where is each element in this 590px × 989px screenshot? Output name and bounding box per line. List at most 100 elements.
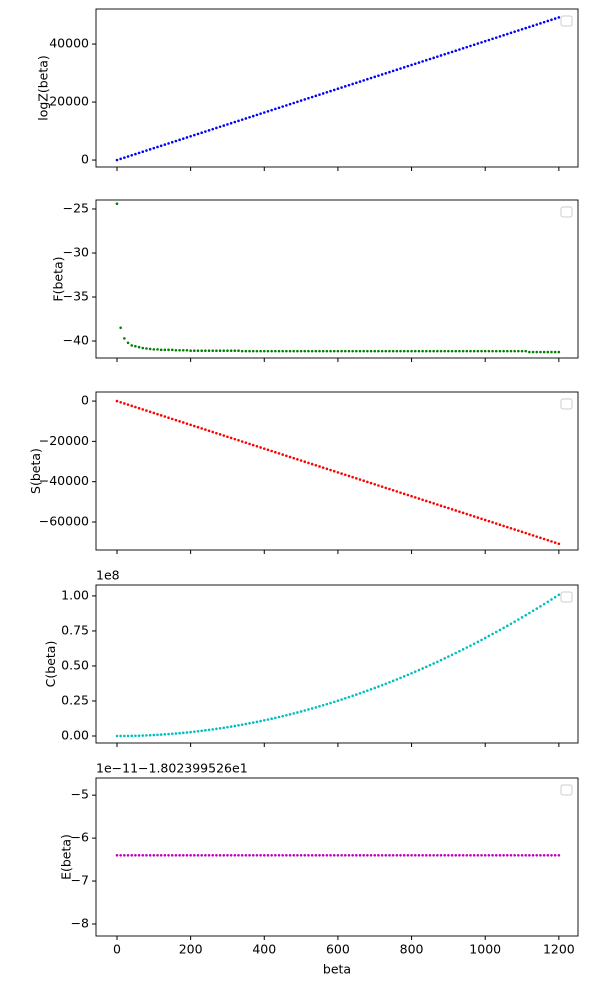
point bbox=[233, 437, 237, 441]
point bbox=[185, 422, 189, 425]
point bbox=[550, 598, 553, 601]
point bbox=[329, 468, 332, 472]
point bbox=[115, 853, 119, 857]
point bbox=[343, 85, 347, 88]
point bbox=[557, 16, 561, 19]
point bbox=[491, 521, 494, 524]
point bbox=[233, 349, 237, 352]
point bbox=[550, 540, 553, 543]
point bbox=[211, 127, 215, 131]
point bbox=[119, 326, 122, 330]
point bbox=[318, 853, 321, 857]
point bbox=[189, 853, 192, 857]
point bbox=[170, 732, 174, 736]
point bbox=[255, 113, 259, 117]
point bbox=[296, 100, 299, 104]
point bbox=[226, 435, 229, 439]
point bbox=[520, 853, 524, 857]
point bbox=[461, 648, 465, 651]
point bbox=[321, 703, 325, 707]
point bbox=[277, 452, 281, 455]
point bbox=[476, 42, 480, 45]
point bbox=[303, 349, 307, 353]
point bbox=[336, 853, 340, 857]
point bbox=[141, 150, 145, 154]
point bbox=[535, 535, 539, 538]
point bbox=[358, 853, 362, 857]
point bbox=[413, 496, 417, 499]
point bbox=[255, 720, 259, 724]
point bbox=[211, 430, 215, 434]
point bbox=[553, 595, 557, 599]
point bbox=[480, 41, 483, 44]
point bbox=[248, 442, 251, 446]
point bbox=[196, 132, 200, 136]
point bbox=[277, 853, 281, 857]
point bbox=[222, 124, 226, 127]
point bbox=[296, 458, 299, 461]
point bbox=[340, 698, 343, 701]
point bbox=[123, 853, 126, 857]
point bbox=[181, 137, 185, 140]
point bbox=[502, 33, 505, 37]
point bbox=[465, 646, 469, 649]
point bbox=[196, 853, 200, 857]
point bbox=[417, 61, 421, 64]
point bbox=[318, 705, 321, 708]
x-tick-label: 800 bbox=[400, 942, 424, 957]
point bbox=[193, 730, 196, 733]
point bbox=[215, 126, 218, 130]
offset-text: 1e8 bbox=[96, 568, 120, 583]
point bbox=[255, 853, 259, 857]
point bbox=[369, 481, 373, 485]
point bbox=[520, 349, 524, 353]
x-tick-label: 0 bbox=[113, 942, 121, 957]
point bbox=[539, 605, 542, 608]
point bbox=[506, 853, 509, 857]
point bbox=[517, 29, 520, 32]
point bbox=[391, 488, 395, 492]
point bbox=[248, 115, 251, 119]
point bbox=[277, 106, 281, 110]
point bbox=[524, 613, 528, 617]
point bbox=[174, 732, 178, 735]
point bbox=[450, 50, 454, 54]
point bbox=[502, 853, 505, 857]
point bbox=[222, 349, 226, 352]
point bbox=[332, 469, 336, 473]
point bbox=[174, 348, 178, 352]
point bbox=[134, 734, 137, 738]
point bbox=[248, 349, 251, 353]
point bbox=[469, 349, 472, 353]
point bbox=[115, 202, 119, 205]
legend-box bbox=[560, 398, 573, 410]
y-tick-label: 0.00 bbox=[61, 727, 89, 742]
point bbox=[553, 350, 557, 354]
point bbox=[428, 500, 432, 504]
point bbox=[222, 726, 226, 730]
point bbox=[130, 153, 134, 157]
point bbox=[310, 707, 314, 710]
point bbox=[539, 350, 542, 354]
point bbox=[332, 88, 336, 92]
point bbox=[373, 349, 377, 353]
axes-frame bbox=[95, 199, 579, 359]
point bbox=[152, 853, 156, 857]
point bbox=[126, 853, 130, 857]
point bbox=[233, 853, 237, 857]
point bbox=[362, 349, 365, 353]
point bbox=[557, 593, 561, 597]
point bbox=[174, 139, 178, 143]
point bbox=[292, 712, 296, 715]
point bbox=[458, 649, 461, 653]
point bbox=[388, 349, 391, 353]
point bbox=[130, 404, 134, 408]
point bbox=[436, 660, 439, 664]
point bbox=[299, 349, 303, 353]
point bbox=[373, 483, 377, 486]
point bbox=[145, 347, 148, 350]
point bbox=[193, 133, 196, 137]
point bbox=[454, 49, 458, 52]
point bbox=[343, 473, 347, 477]
point bbox=[163, 348, 167, 352]
